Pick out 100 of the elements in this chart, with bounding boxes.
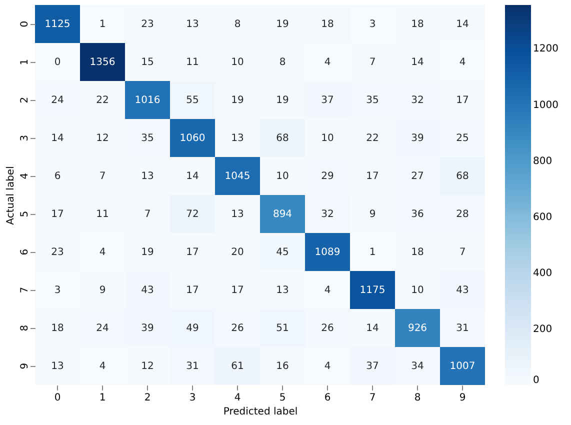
y-tick-label: 5 <box>20 210 30 218</box>
data-label: 23 <box>141 19 154 30</box>
data-label: 43 <box>456 285 469 296</box>
data-label: 49 <box>186 323 199 334</box>
data-label: 13 <box>231 209 244 220</box>
data-label: 37 <box>321 95 334 106</box>
data-label: 43 <box>141 285 154 296</box>
data-label: 35 <box>366 95 379 106</box>
data-label: 12 <box>96 133 109 144</box>
x-tick-label: 2 <box>144 392 151 404</box>
data-label: 19 <box>141 247 154 258</box>
y-tick-label: 0 <box>20 20 30 28</box>
color-bar-label: 1000 <box>533 100 558 111</box>
data-label: 15 <box>141 57 154 68</box>
data-label: 22 <box>96 95 109 106</box>
data-label: 1125 <box>44 19 70 30</box>
data-label: 1175 <box>360 285 386 296</box>
data-label: 68 <box>276 133 289 144</box>
data-label: 9 <box>369 209 376 220</box>
data-label: 1016 <box>134 95 160 106</box>
data-label: 4 <box>99 361 106 372</box>
data-label: 68 <box>456 171 469 182</box>
data-label: 17 <box>366 171 379 182</box>
data-label: 27 <box>411 171 424 182</box>
data-label: 926 <box>408 323 428 334</box>
data-label: 8 <box>279 57 286 68</box>
data-label: 1045 <box>224 171 250 182</box>
data-label: 1 <box>99 19 106 30</box>
data-label: 7 <box>369 57 376 68</box>
y-tick-label: 9 <box>20 362 30 370</box>
data-label: 45 <box>276 247 289 258</box>
data-label: 14 <box>456 19 469 30</box>
data-label: 18 <box>411 247 424 258</box>
data-label: 39 <box>141 323 154 334</box>
data-label: 1356 <box>90 57 116 68</box>
data-label: 6 <box>54 171 61 182</box>
data-label: 13 <box>276 285 289 296</box>
data-label: 17 <box>186 247 199 258</box>
data-label: 1007 <box>450 361 476 372</box>
data-label: 55 <box>186 95 199 106</box>
data-label: 22 <box>366 133 379 144</box>
data-label: 10 <box>231 57 244 68</box>
data-label: 17 <box>186 285 199 296</box>
data-label: 35 <box>141 133 154 144</box>
data-label: 61 <box>231 361 244 372</box>
data-label: 0 <box>54 57 61 68</box>
data-label: 13 <box>186 19 199 30</box>
color-bar-label: 200 <box>533 324 552 335</box>
data-label: 17 <box>456 95 469 106</box>
data-label: 13 <box>141 171 154 182</box>
data-label: 10 <box>276 171 289 182</box>
data-label: 11 <box>186 57 199 68</box>
data-label: 19 <box>276 19 289 30</box>
data-label: 31 <box>186 361 199 372</box>
data-label: 28 <box>456 209 469 220</box>
data-label: 1 <box>369 247 376 258</box>
data-label: 10 <box>411 285 424 296</box>
y-tick-label: 4 <box>20 172 30 180</box>
y-tick-label: 7 <box>20 286 30 294</box>
data-label: 3 <box>54 285 61 296</box>
data-label: 4 <box>324 361 331 372</box>
color-bar-label: 1200 <box>533 44 558 55</box>
data-label: 14 <box>51 133 64 144</box>
y-tick-label: 2 <box>20 96 30 104</box>
data-label: 36 <box>411 209 424 220</box>
data-label: 26 <box>231 323 244 334</box>
data-label: 51 <box>276 323 289 334</box>
y-tick-label: 6 <box>20 248 30 256</box>
data-label: 19 <box>276 95 289 106</box>
data-label: 34 <box>411 361 424 372</box>
y-axis-title: Actual label <box>6 166 16 225</box>
data-label: 31 <box>456 323 469 334</box>
data-label: 20 <box>231 247 244 258</box>
data-label: 7 <box>459 247 466 258</box>
data-label: 14 <box>186 171 199 182</box>
data-label: 32 <box>321 209 334 220</box>
data-label: 8 <box>234 19 241 30</box>
data-label: 16 <box>276 361 289 372</box>
x-tick-label: 6 <box>324 392 331 404</box>
data-label: 1060 <box>180 133 206 144</box>
x-tick-label: 9 <box>459 392 466 404</box>
data-label: 32 <box>411 95 424 106</box>
x-tick-label: 3 <box>189 392 196 404</box>
data-label: 4 <box>324 57 331 68</box>
data-label: 7 <box>99 171 106 182</box>
data-label: 10 <box>321 133 334 144</box>
data-label: 11 <box>96 209 109 220</box>
color-bar-label: 800 <box>533 156 552 167</box>
data-label: 19 <box>231 95 244 106</box>
data-label: 26 <box>321 323 334 334</box>
data-label: 39 <box>411 133 424 144</box>
x-tick-label: 1 <box>99 392 106 404</box>
y-tick-label: 3 <box>20 134 30 142</box>
data-label: 3 <box>369 19 376 30</box>
data-label: 72 <box>186 209 199 220</box>
x-tick-label: 5 <box>279 392 286 404</box>
data-label: 14 <box>366 323 379 334</box>
x-tick-label: 7 <box>369 392 376 404</box>
x-tick-label: 4 <box>234 392 241 404</box>
data-label: 4 <box>99 247 106 258</box>
